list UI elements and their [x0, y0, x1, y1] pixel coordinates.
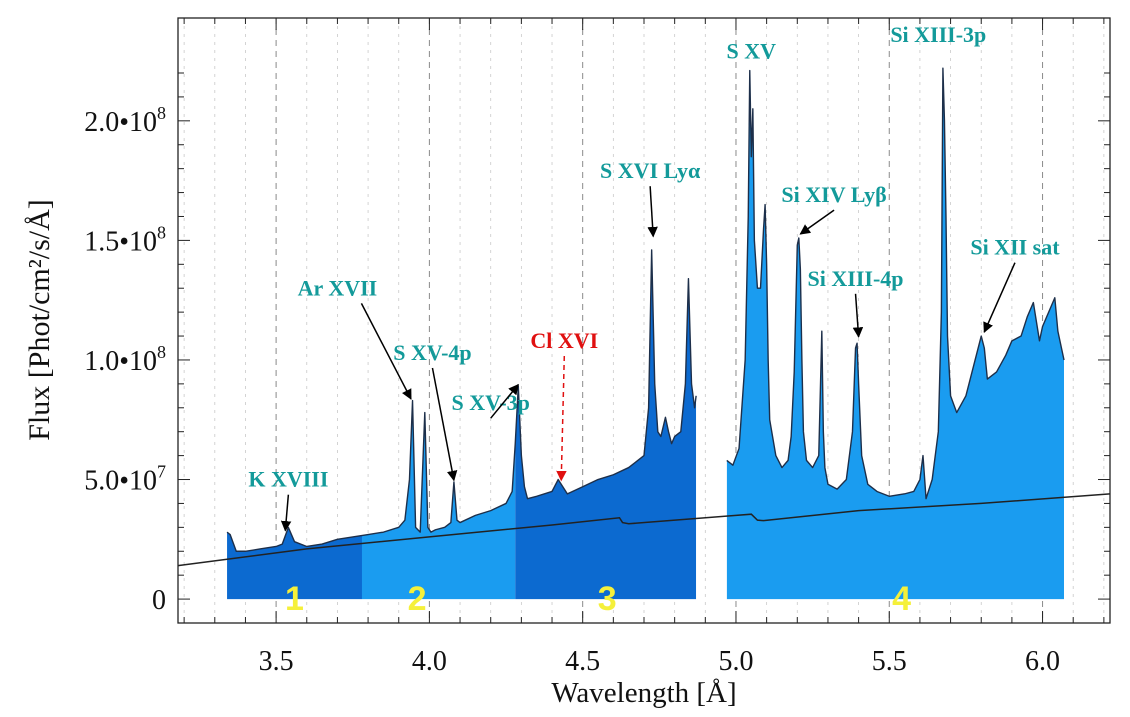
- x-tick-label: 3.5: [259, 646, 294, 677]
- band-labels-layer: 1 2 3 4: [285, 580, 911, 618]
- ion-arrow: [431, 367, 458, 482]
- y-axis-title: Flux [Phot/cm²/s/Å]: [23, 199, 56, 441]
- continuum-layer: [177, 493, 1111, 567]
- y-tick-exponent: 8: [157, 103, 166, 123]
- ticks-layer: 3.5 4.0 4.5 5.0 5.5 6.005.0•1071.0•1081.5•108…: [84, 18, 1110, 677]
- spectrum-layer: [226, 67, 1065, 552]
- ion-label: Si XIII-4p: [808, 266, 904, 291]
- y-tick-label: 2.0•108: [84, 103, 166, 138]
- band-number-label: 4: [892, 580, 911, 618]
- ion-arrow: [280, 494, 292, 532]
- y-tick-mantissa: 5.0•10: [84, 466, 157, 497]
- y-tick-exponent: 7: [157, 462, 166, 482]
- ion-arrow: [799, 209, 835, 235]
- y-tick-label: 5.0•107: [84, 462, 166, 497]
- y-axis-title-main: Flux [Phot/cm²/s/Å]: [23, 199, 56, 441]
- spectrum-outline-a: [226, 249, 697, 552]
- x-tick-label: 4.0: [412, 646, 447, 677]
- ion-arrow: [983, 262, 1016, 334]
- ion-label: K XVIII: [248, 467, 328, 492]
- ion-arrow: [852, 293, 864, 338]
- band-number-label: 1: [285, 580, 304, 618]
- ion-label: S XV: [727, 39, 777, 64]
- band-number-label: 3: [598, 580, 617, 618]
- spectrum-band-fill: [515, 249, 697, 600]
- continuum-line: [177, 493, 1111, 567]
- x-axis-title: Wavelength [Å]: [551, 677, 736, 709]
- x-tick-label: 5.5: [872, 646, 907, 677]
- y-tick-mantissa: 0: [152, 585, 166, 616]
- y-tick-mantissa: 2.0•10: [84, 107, 157, 138]
- ion-label: S XVI Lyα: [600, 158, 701, 183]
- ion-arrow: [647, 186, 658, 238]
- x-tick-label: 4.5: [565, 646, 600, 677]
- y-tick-exponent: 8: [157, 222, 166, 242]
- spectrum-outline-b: [726, 67, 1065, 500]
- y-tick-exponent: 8: [157, 342, 166, 362]
- ion-arrow: [360, 303, 412, 400]
- x-tick-label: 6.0: [1025, 646, 1060, 677]
- y-tick-label: 0: [152, 585, 166, 616]
- ion-arrow: [490, 383, 519, 419]
- ion-label: S XV-3p: [451, 390, 529, 415]
- ion-label: Ar XVII: [298, 275, 378, 300]
- x-tick-label: 5.0: [718, 646, 753, 677]
- band-number-label: 2: [408, 580, 427, 618]
- y-tick-label: 1.0•108: [84, 342, 166, 377]
- annotation-layer: K XVIII Ar XVII S XV-4p S XV-3p Cl XVI S XVI …: [248, 22, 1060, 532]
- y-tick-mantissa: 1.0•10: [84, 346, 157, 377]
- ion-label: Si XII sat: [970, 235, 1060, 260]
- ion-arrow: [556, 355, 567, 482]
- ion-label: Si XIV Lyβ: [781, 182, 886, 207]
- spectrum-band-fill: [361, 400, 516, 600]
- ion-label: Si XIII-3p: [890, 22, 986, 47]
- spectrum-band-fill: [227, 527, 362, 600]
- y-tick-label: 1.5•108: [84, 222, 166, 257]
- ion-label: Cl XVI: [530, 328, 598, 353]
- ion-label: S XV-4p: [393, 340, 471, 365]
- y-tick-mantissa: 1.5•10: [84, 226, 157, 257]
